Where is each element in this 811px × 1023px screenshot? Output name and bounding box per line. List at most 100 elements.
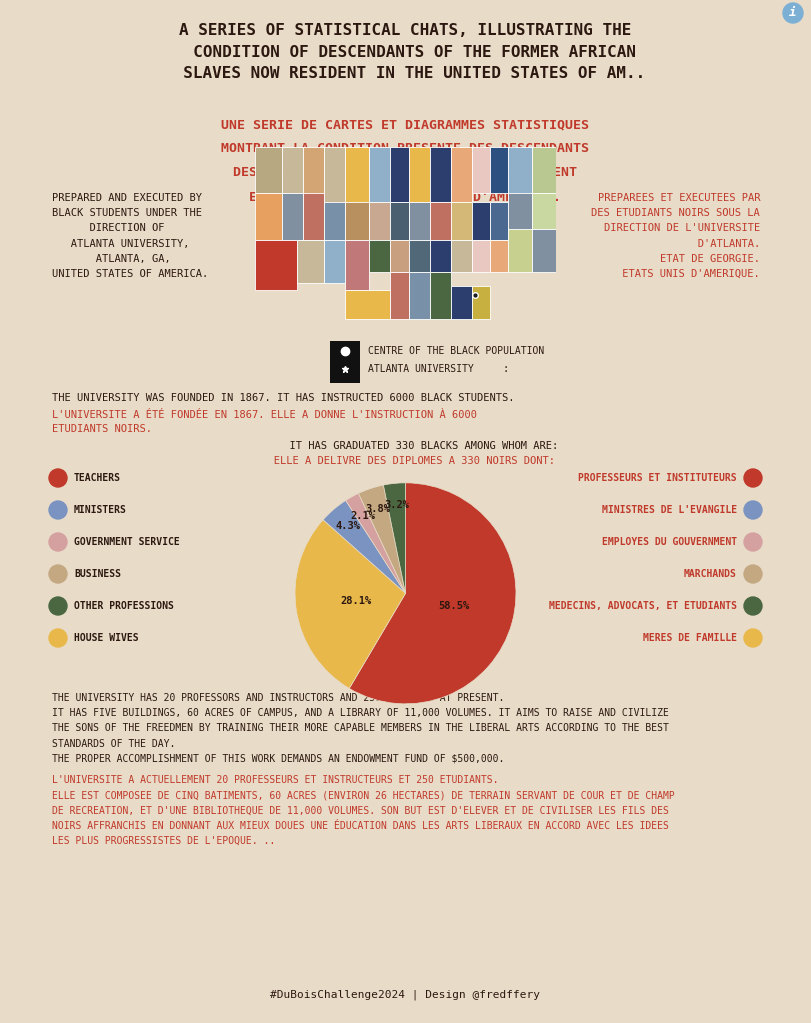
Bar [531,146,556,193]
Text: GOVERNMENT SERVICE: GOVERNMENT SERVICE [74,537,180,547]
Bar [391,239,409,272]
Wedge shape [350,483,516,704]
Bar [370,146,391,203]
Text: THE UNIVERSITY WAS FOUNDED IN 1867. IT HAS INSTRUCTED 6000 BLACK STUDENTS.: THE UNIVERSITY WAS FOUNDED IN 1867. IT H… [52,393,514,403]
Bar [345,146,370,215]
Text: L'UNIVERSITE A ACTUELLEMENT 20 PROFESSEURS ET INSTRUCTEURS ET 250 ETUDIANTS.
ELL: L'UNIVERSITE A ACTUELLEMENT 20 PROFESSEU… [52,775,675,846]
Circle shape [49,533,67,551]
Bar [345,290,391,318]
Text: BUSINESS: BUSINESS [74,569,121,579]
Text: MARCHANDS: MARCHANDS [684,569,737,579]
Circle shape [49,501,67,519]
Text: PREPARED AND EXECUTED BY
BLACK STUDENTS UNDER THE
      DIRECTION OF
   ATLANTA : PREPARED AND EXECUTED BY BLACK STUDENTS … [52,193,208,279]
Circle shape [744,629,762,647]
Text: HOUSE WIVES: HOUSE WIVES [74,633,139,643]
Circle shape [744,533,762,551]
Text: CENTRE OF THE BLACK POPULATION: CENTRE OF THE BLACK POPULATION [368,346,544,356]
Text: DES ANCIENS ESCLAVES AFRICAINS ACTUELLEMENT: DES ANCIENS ESCLAVES AFRICAINS ACTUELLEM… [233,166,577,179]
Text: OTHER PROFESSIONS: OTHER PROFESSIONS [74,601,174,611]
Text: 58.5%: 58.5% [438,602,469,612]
Text: PROFESSEURS ET INSTITUTEURS: PROFESSEURS ET INSTITUTEURS [578,473,737,483]
Bar [451,286,471,318]
Bar [409,239,430,272]
Text: i: i [789,6,796,19]
Bar [409,203,430,239]
Bar [451,239,471,272]
Text: UNE SERIE DE CARTES ET DIAGRAMMES STATISTIQUES: UNE SERIE DE CARTES ET DIAGRAMMES STATIS… [221,118,589,131]
Bar [255,146,282,193]
Bar [490,239,508,272]
Bar [471,286,490,318]
Bar [330,341,360,383]
Bar [531,193,556,229]
Circle shape [49,629,67,647]
Text: PREPAREES ET EXECUTEES PAR
DES ETUDIANTS NOIRS SOUS LA
DIRECTION DE L'UNIVERSITE: PREPAREES ET EXECUTEES PAR DES ETUDIANTS… [591,193,760,279]
Bar [451,203,471,239]
Text: 28.1%: 28.1% [341,596,372,606]
Text: TEACHERS: TEACHERS [74,473,121,483]
Bar [508,193,531,239]
Bar [391,203,409,239]
Bar [471,239,490,272]
Text: ATLANTA UNIVERSITY     :: ATLANTA UNIVERSITY : [368,364,509,374]
Bar [282,193,303,239]
Bar [508,229,531,272]
Circle shape [49,597,67,615]
Text: ELLE A DELIVRE DES DIPLOMES A 330 NOIRS DONT:: ELLE A DELIVRE DES DIPLOMES A 330 NOIRS … [255,456,555,466]
Bar [391,146,409,203]
Wedge shape [345,493,406,593]
Text: A SERIES OF STATISTICAL CHATS, ILLUSTRATING THE
  CONDITION OF DESCENDANTS OF TH: A SERIES OF STATISTICAL CHATS, ILLUSTRAT… [165,23,646,81]
Bar [345,203,370,239]
Circle shape [49,469,67,487]
Bar [531,229,556,272]
Bar [430,272,451,318]
Wedge shape [323,500,406,593]
Bar [370,239,391,272]
Bar [409,272,430,318]
Circle shape [744,565,762,583]
Text: L'UNIVERSITE A ÉTÉ FONDÉE EN 1867. ELLE A DONNE L'INSTRUCTION À 6000
ETUDIANTS N: L'UNIVERSITE A ÉTÉ FONDÉE EN 1867. ELLE … [52,410,477,435]
Bar [508,146,531,203]
Text: MINISTRES DE L'EVANGILE: MINISTRES DE L'EVANGILE [602,505,737,515]
Text: 4.3%: 4.3% [336,521,361,531]
Bar [430,146,451,203]
Bar [471,146,490,193]
Bar [430,203,451,239]
Bar [298,239,324,282]
Text: ETABLIS DANS LES ETATS UNIS D'AMERIQUE.: ETABLIS DANS LES ETATS UNIS D'AMERIQUE. [249,190,561,203]
Bar [324,203,345,239]
Wedge shape [384,483,406,593]
Wedge shape [358,485,406,593]
Text: MONTRANT LA CONDITION PRESENTE DES DESCENDANTS: MONTRANT LA CONDITION PRESENTE DES DESCE… [221,142,589,155]
Wedge shape [295,520,406,688]
Circle shape [49,565,67,583]
Bar [324,146,345,215]
Bar [391,272,409,318]
Bar [303,193,324,239]
Text: #DuBoisChallenge2024 | Design @fredffery: #DuBoisChallenge2024 | Design @fredffery [270,989,540,1000]
Bar [430,239,451,272]
Bar [345,239,370,290]
Circle shape [744,501,762,519]
Bar [255,193,282,239]
Bar [490,203,508,239]
Bar [409,146,430,203]
Text: 3.2%: 3.2% [384,500,409,510]
Bar [303,146,324,203]
Text: EMPLOYES DU GOUVERNMENT: EMPLOYES DU GOUVERNMENT [602,537,737,547]
Text: THE UNIVERSITY HAS 20 PROFESSORS AND INSTRUCTORS AND 250 STUDENTS AT PRESENT.
IT: THE UNIVERSITY HAS 20 PROFESSORS AND INS… [52,693,669,764]
Circle shape [744,597,762,615]
Text: MINISTERS: MINISTERS [74,505,127,515]
Text: MEDECINS, ADVOCATS, ET ETUDIANTS: MEDECINS, ADVOCATS, ET ETUDIANTS [549,601,737,611]
Text: 3.8%: 3.8% [365,504,390,515]
Bar [324,239,345,282]
Bar [282,146,303,193]
Circle shape [744,469,762,487]
Bar [255,239,298,290]
Text: IT HAS GRADUATED 330 BLACKS AMONG WHOM ARE:: IT HAS GRADUATED 330 BLACKS AMONG WHOM A… [252,441,558,451]
Text: 2.1%: 2.1% [350,512,375,521]
Circle shape [783,3,803,23]
Bar [471,203,490,239]
Bar [370,203,391,239]
Bar [451,146,471,203]
